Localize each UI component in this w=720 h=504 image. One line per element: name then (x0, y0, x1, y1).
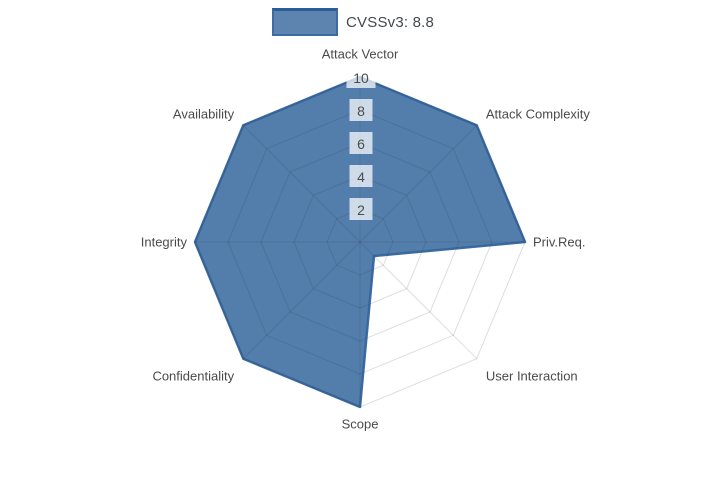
tick-label-4: 4 (357, 169, 365, 185)
grid-ring-6 (260, 142, 460, 342)
tick-label-6: 6 (357, 136, 365, 152)
axis-label-integrity: Integrity (141, 235, 188, 250)
tick-bg-10 (346, 66, 376, 88)
tick-bg-6 (349, 132, 373, 154)
axis-label-attack-vector: Attack Vector (322, 47, 399, 62)
axis-label-attack-complexity: Attack Complexity (486, 107, 591, 122)
axis-label-confidentiality: Confidentiality (152, 368, 234, 383)
axis-label-user-interaction: User Interaction (486, 368, 578, 383)
grid-spoke-user-interaction (359, 241, 478, 360)
legend-swatch (272, 8, 338, 36)
grid-ring-2 (326, 208, 394, 276)
tick-label-8: 8 (357, 103, 365, 119)
grid-spoke-availability (242, 124, 361, 243)
tick-bg-4 (349, 165, 373, 187)
tick-label-2: 2 (357, 202, 365, 218)
grid-ring-10 (194, 76, 526, 408)
grid-spoke-confidentiality (242, 241, 361, 360)
tick-label-10: 10 (353, 70, 369, 86)
legend-item-cvssv3[interactable]: CVSSv3: 8.8 (272, 8, 434, 36)
radar-data-polygon (193, 75, 527, 409)
legend-label: CVSSv3: 8.8 (346, 13, 435, 31)
grid-ring-4 (293, 175, 427, 309)
tick-bg-8 (349, 99, 373, 121)
axis-label-priv-req: Priv.Req. (533, 235, 586, 250)
axis-label-availability: Availability (173, 107, 235, 122)
grid-ring-8 (227, 109, 493, 375)
grid-spoke-attack-complexity (359, 124, 478, 243)
axis-label-scope: Scope (342, 417, 379, 432)
tick-bg-2 (349, 198, 373, 220)
